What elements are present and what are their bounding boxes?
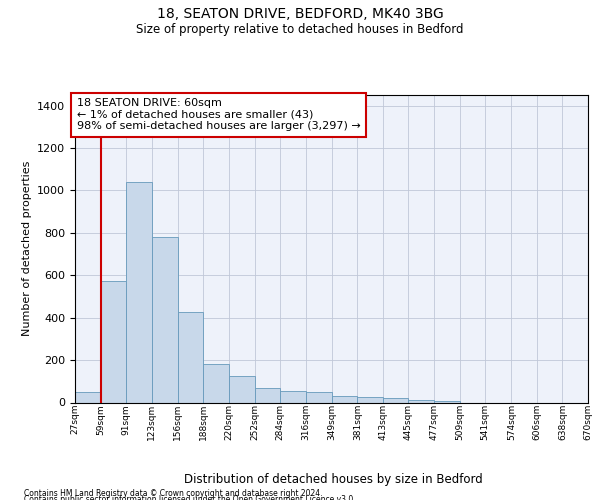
Text: Size of property relative to detached houses in Bedford: Size of property relative to detached ho… xyxy=(136,22,464,36)
Bar xyxy=(332,396,358,402)
Bar xyxy=(409,400,434,402)
Bar xyxy=(229,376,254,402)
Bar xyxy=(358,397,383,402)
Bar xyxy=(280,391,305,402)
Bar xyxy=(203,364,229,403)
Bar xyxy=(254,388,280,402)
Bar xyxy=(126,182,152,402)
Bar xyxy=(178,312,203,402)
Bar xyxy=(434,401,460,402)
Bar xyxy=(305,392,332,402)
Bar xyxy=(75,392,101,402)
Y-axis label: Number of detached properties: Number of detached properties xyxy=(22,161,32,336)
Bar xyxy=(152,237,178,402)
Bar xyxy=(383,398,409,402)
Text: 18, SEATON DRIVE, BEDFORD, MK40 3BG: 18, SEATON DRIVE, BEDFORD, MK40 3BG xyxy=(157,8,443,22)
Bar xyxy=(101,280,126,402)
Text: Contains HM Land Registry data © Crown copyright and database right 2024.: Contains HM Land Registry data © Crown c… xyxy=(24,489,323,498)
Text: 18 SEATON DRIVE: 60sqm
← 1% of detached houses are smaller (43)
98% of semi-deta: 18 SEATON DRIVE: 60sqm ← 1% of detached … xyxy=(77,98,361,132)
Text: Distribution of detached houses by size in Bedford: Distribution of detached houses by size … xyxy=(184,472,482,486)
Text: Contains public sector information licensed under the Open Government Licence v3: Contains public sector information licen… xyxy=(24,495,356,500)
